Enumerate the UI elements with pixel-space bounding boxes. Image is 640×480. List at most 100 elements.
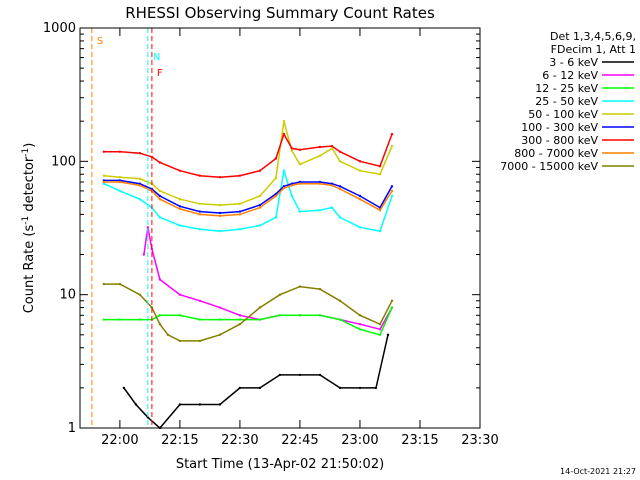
data-point-12-25-kev xyxy=(102,318,106,321)
data-point-300-800-kev xyxy=(158,161,162,164)
data-point-3-6-kev xyxy=(218,403,222,406)
data-point-100-300-kev xyxy=(258,203,262,207)
data-point-100-300-kev xyxy=(290,182,294,185)
data-point-25-50-kev xyxy=(238,228,242,231)
data-point-12-25-kev xyxy=(198,318,202,321)
data-point-7000-15000-kev xyxy=(318,287,322,291)
series-line-25-50-kev xyxy=(103,170,393,232)
data-point-50-100-kev xyxy=(218,203,222,207)
data-point-50-100-kev xyxy=(282,120,286,123)
data-point-25-50-kev xyxy=(178,224,182,227)
data-point-100-300-kev xyxy=(238,210,242,213)
y-axis-label-mid: detector xyxy=(22,156,37,216)
data-point-50-100-kev xyxy=(318,154,322,157)
x-tick-label: 23:30 xyxy=(461,433,498,448)
data-point-7000-15000-kev xyxy=(218,333,222,336)
data-point-3-6-kev xyxy=(238,386,242,390)
legend-label-100-300-kev: 100 - 300 keV xyxy=(521,121,598,134)
data-point-50-100-kev xyxy=(358,169,362,172)
data-point-50-100-kev xyxy=(178,198,182,201)
data-point-50-100-kev xyxy=(330,147,334,150)
data-point-3-6-kev xyxy=(278,373,282,377)
data-point-800-7000-kev xyxy=(282,186,286,190)
data-point-300-800-kev xyxy=(118,150,122,153)
legend-label-800-7000-kev: 800 - 7000 keV xyxy=(514,147,598,160)
data-point-3-6-kev xyxy=(358,386,362,390)
data-point-800-7000-kev xyxy=(258,206,262,209)
data-point-50-100-kev xyxy=(290,149,294,152)
data-point-25-50-kev xyxy=(258,224,262,227)
data-point-300-800-kev xyxy=(238,174,242,177)
data-point-300-800-kev xyxy=(138,152,142,155)
data-point-12-25-kev xyxy=(390,306,394,309)
data-point-3-6-kev xyxy=(122,386,126,390)
y-axis-label-main: Count Rate (s xyxy=(22,225,37,314)
series-line-100-300-kev xyxy=(103,179,393,214)
legend-label-300-800-kev: 300 - 800 keV xyxy=(521,134,598,147)
data-point-300-800-kev xyxy=(102,150,106,153)
data-point-12-25-kev xyxy=(178,314,182,317)
data-point-50-100-kev xyxy=(274,176,278,180)
data-point-12-25-kev xyxy=(238,318,242,321)
marker-layer: S NF xyxy=(91,28,163,428)
data-point-25-50-kev xyxy=(390,194,394,198)
data-point-800-7000-kev xyxy=(290,184,294,187)
data-point-12-25-kev xyxy=(318,314,322,317)
data-point-50-100-kev xyxy=(378,173,382,176)
data-point-100-300-kev xyxy=(158,194,162,198)
data-point-6-12-kev xyxy=(358,323,362,326)
data-point-3-6-kev xyxy=(374,386,378,390)
data-point-6-12-kev xyxy=(142,253,146,256)
data-point-50-100-kev xyxy=(102,174,106,177)
data-point-300-800-kev xyxy=(282,132,286,136)
data-point-25-50-kev xyxy=(318,209,322,212)
marker-label-n: N xyxy=(153,52,160,63)
data-point-50-100-kev xyxy=(298,163,302,166)
data-point-25-50-kev xyxy=(378,229,382,233)
data-point-3-6-kev xyxy=(318,373,322,377)
data-point-3-6-kev xyxy=(146,416,150,419)
data-point-6-12-kev xyxy=(238,314,242,317)
data-point-800-7000-kev xyxy=(358,198,362,201)
y-tick-label: 1 xyxy=(68,421,76,436)
y-axis: 1 10 100 1000 xyxy=(43,21,480,436)
data-point-25-50-kev xyxy=(118,189,122,193)
data-point-100-300-kev xyxy=(198,210,202,213)
series-line-50-100-kev xyxy=(103,121,393,206)
data-point-12-25-kev xyxy=(378,333,382,336)
data-point-12-25-kev xyxy=(278,314,282,317)
data-point-7000-15000-kev xyxy=(150,306,154,309)
x-tick-label: 22:15 xyxy=(161,433,198,448)
data-point-100-300-kev xyxy=(178,205,182,208)
series-layer xyxy=(102,120,394,430)
data-point-7000-15000-kev xyxy=(378,323,382,326)
data-point-800-7000-kev xyxy=(338,187,342,191)
data-point-7000-15000-kev xyxy=(198,339,202,343)
data-point-800-7000-kev xyxy=(330,184,334,187)
legend: Det 1,3,4,5,6,9,FDecim 1, Att 13 - 6 keV… xyxy=(500,30,636,173)
data-point-50-100-kev xyxy=(390,144,394,148)
data-point-25-50-kev xyxy=(290,194,294,198)
data-point-12-25-kev xyxy=(118,318,122,321)
data-point-800-7000-kev xyxy=(218,214,222,218)
data-point-6-12-kev xyxy=(198,299,202,302)
data-point-7000-15000-kev xyxy=(258,306,262,309)
x-tick-label: 22:30 xyxy=(221,433,258,448)
data-point-25-50-kev xyxy=(138,198,142,201)
data-point-300-800-kev xyxy=(178,169,182,172)
data-point-3-6-kev xyxy=(258,386,262,390)
series-line-6-12-kev xyxy=(143,227,393,331)
data-point-25-50-kev xyxy=(158,216,162,219)
data-point-300-800-kev xyxy=(198,174,202,177)
data-point-300-800-kev xyxy=(218,176,222,179)
data-point-800-7000-kev xyxy=(178,207,182,211)
series-line-800-7000-kev xyxy=(103,181,393,217)
data-point-300-800-kev xyxy=(378,165,382,168)
data-point-12-25-kev xyxy=(298,314,302,317)
y-tick-label: 10 xyxy=(59,288,76,303)
data-point-100-300-kev xyxy=(318,180,322,184)
footer-timestamp: 14-Oct-2021 21:27 xyxy=(560,467,636,476)
marker-label-f: F xyxy=(157,68,163,79)
data-point-25-50-kev xyxy=(102,182,106,185)
